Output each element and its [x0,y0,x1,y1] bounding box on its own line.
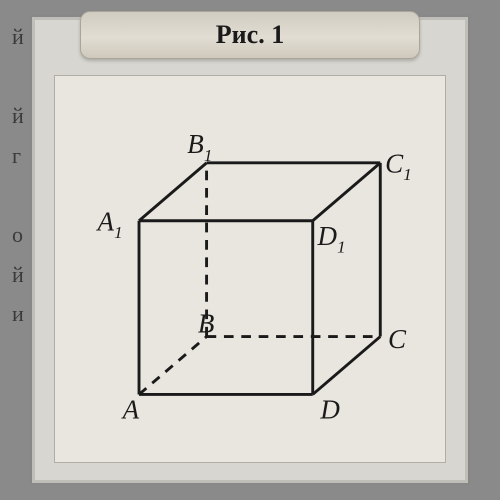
vertex-label-C1: C1 [385,149,412,185]
figure-canvas: A D B C A1 D1 B1 C1 [54,75,446,463]
edge-A1-B1 [139,163,207,221]
vertex-label-A: A [121,395,140,425]
edge-D-C [313,337,381,395]
figure-title-tab: Рис. 1 [80,11,420,59]
edge-A-B_ [139,337,207,395]
figure-frame: ййгойи Рис. 1 ADBCA1D1B1C1 [30,15,470,485]
vertex-label-D1: D1 [317,221,346,257]
figure-title: Рис. 1 [216,20,284,50]
vertex-label-C: C [388,324,407,354]
edge-D1-C1 [313,163,381,221]
vertex-label-B_: B [198,309,215,339]
vertex-label-B1: B1 [187,129,212,165]
vertex-label-D: D [319,395,340,425]
cube-svg: A D B C A1 D1 B1 C1 [55,76,445,462]
cropped-side-text: ййгойи [12,17,32,483]
vertex-label-A1: A1 [96,206,123,242]
